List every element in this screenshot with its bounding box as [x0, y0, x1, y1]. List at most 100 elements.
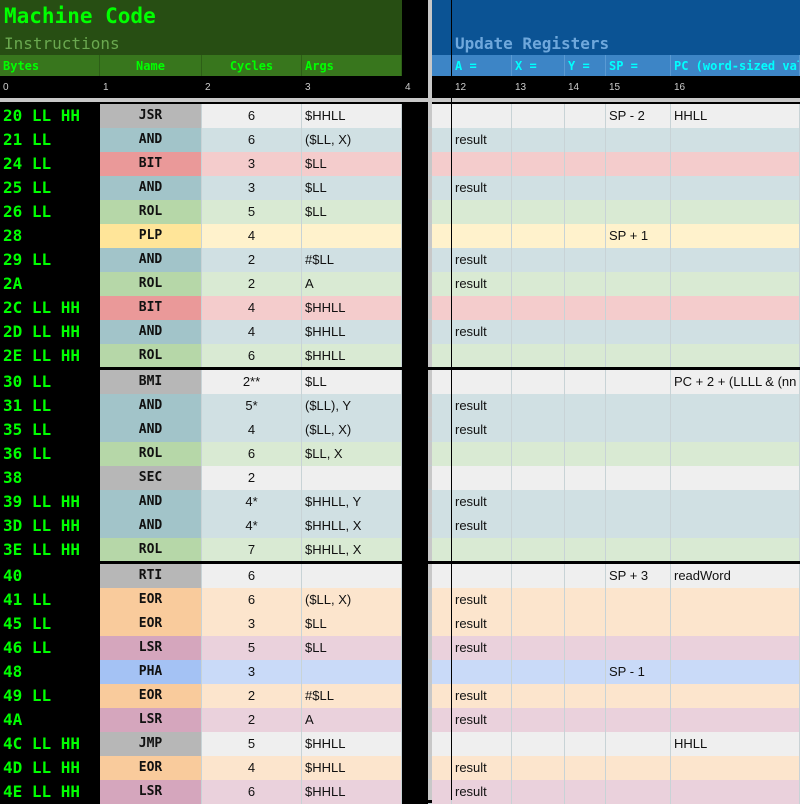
- spacer-cell[interactable]: [402, 684, 428, 708]
- bytes-cell[interactable]: 46 LL: [0, 636, 100, 660]
- cycles-cell[interactable]: 5*: [202, 394, 302, 418]
- pc-cell[interactable]: [671, 320, 800, 344]
- pc-cell[interactable]: [671, 296, 800, 320]
- bytes-cell[interactable]: 48: [0, 660, 100, 684]
- pc-cell[interactable]: [671, 708, 800, 732]
- y-cell[interactable]: [565, 128, 606, 152]
- pc-cell[interactable]: [671, 490, 800, 514]
- bytes-cell[interactable]: 39 LL HH: [0, 490, 100, 514]
- spacer-cell[interactable]: [402, 104, 428, 128]
- pc-cell[interactable]: PC + 2 + (LLLL & (nn: [671, 370, 800, 394]
- column-index[interactable]: 4: [405, 82, 411, 93]
- x-cell[interactable]: [512, 272, 565, 296]
- sp-cell[interactable]: [606, 344, 671, 368]
- x-cell[interactable]: [512, 732, 565, 756]
- y-cell[interactable]: [565, 490, 606, 514]
- bytes-cell[interactable]: 41 LL: [0, 588, 100, 612]
- x-cell[interactable]: [512, 708, 565, 732]
- spacer-cell[interactable]: [402, 176, 428, 200]
- a-cell[interactable]: result: [452, 612, 512, 636]
- y-cell[interactable]: [565, 442, 606, 466]
- blank-cell[interactable]: [432, 780, 452, 804]
- y-cell[interactable]: [565, 564, 606, 588]
- args-cell[interactable]: [302, 466, 402, 490]
- pc-cell[interactable]: [671, 538, 800, 562]
- pc-cell[interactable]: readWord: [671, 564, 800, 588]
- a-cell[interactable]: [452, 564, 512, 588]
- column-index[interactable]: 0: [3, 82, 9, 93]
- args-cell[interactable]: $LL: [302, 176, 402, 200]
- cycles-cell[interactable]: 2: [202, 684, 302, 708]
- col-header-x[interactable]: X =: [512, 55, 565, 76]
- blank-cell[interactable]: [432, 370, 452, 394]
- a-cell[interactable]: [452, 152, 512, 176]
- blank-cell[interactable]: [432, 466, 452, 490]
- a-cell[interactable]: result: [452, 176, 512, 200]
- bytes-cell[interactable]: 2A: [0, 272, 100, 296]
- sp-cell[interactable]: SP + 3: [606, 564, 671, 588]
- a-cell[interactable]: [452, 442, 512, 466]
- a-cell[interactable]: result: [452, 320, 512, 344]
- column-index[interactable]: 3: [305, 82, 311, 93]
- a-cell[interactable]: [452, 466, 512, 490]
- x-cell[interactable]: [512, 588, 565, 612]
- a-cell[interactable]: result: [452, 248, 512, 272]
- bytes-cell[interactable]: 40: [0, 564, 100, 588]
- y-cell[interactable]: [565, 296, 606, 320]
- column-index[interactable]: 1: [103, 82, 109, 93]
- pc-cell[interactable]: [671, 394, 800, 418]
- args-cell[interactable]: $HHLL, X: [302, 538, 402, 562]
- x-cell[interactable]: [512, 466, 565, 490]
- cycles-cell[interactable]: 4*: [202, 490, 302, 514]
- cycles-cell[interactable]: 2: [202, 466, 302, 490]
- bytes-cell[interactable]: 28: [0, 224, 100, 248]
- pc-cell[interactable]: [671, 466, 800, 490]
- args-cell[interactable]: ($LL, X): [302, 418, 402, 442]
- args-cell[interactable]: $LL, X: [302, 442, 402, 466]
- x-cell[interactable]: [512, 296, 565, 320]
- sp-cell[interactable]: [606, 708, 671, 732]
- sp-cell[interactable]: [606, 732, 671, 756]
- cycles-cell[interactable]: 6: [202, 344, 302, 368]
- bytes-cell[interactable]: 4D LL HH: [0, 756, 100, 780]
- cycles-cell[interactable]: 4: [202, 296, 302, 320]
- args-cell[interactable]: A: [302, 708, 402, 732]
- a-cell[interactable]: result: [452, 394, 512, 418]
- bytes-cell[interactable]: 30 LL: [0, 370, 100, 394]
- spacer-cell[interactable]: [402, 636, 428, 660]
- a-cell[interactable]: result: [452, 418, 512, 442]
- col-header-y[interactable]: Y =: [565, 55, 606, 76]
- args-cell[interactable]: $HHLL: [302, 780, 402, 804]
- y-cell[interactable]: [565, 320, 606, 344]
- sp-cell[interactable]: [606, 200, 671, 224]
- col-header-blank[interactable]: [432, 55, 452, 76]
- y-cell[interactable]: [565, 660, 606, 684]
- pc-cell[interactable]: [671, 200, 800, 224]
- cycles-cell[interactable]: 6: [202, 128, 302, 152]
- spacer-cell[interactable]: [402, 756, 428, 780]
- spacer-cell[interactable]: [402, 296, 428, 320]
- blank-cell[interactable]: [432, 588, 452, 612]
- name-cell[interactable]: BIT: [100, 296, 202, 320]
- name-cell[interactable]: LSR: [100, 636, 202, 660]
- sp-cell[interactable]: [606, 394, 671, 418]
- cycles-cell[interactable]: 5: [202, 200, 302, 224]
- a-cell[interactable]: result: [452, 514, 512, 538]
- x-cell[interactable]: [512, 128, 565, 152]
- a-cell[interactable]: result: [452, 588, 512, 612]
- x-cell[interactable]: [512, 200, 565, 224]
- args-cell[interactable]: $LL: [302, 636, 402, 660]
- spacer-cell[interactable]: [402, 320, 428, 344]
- y-cell[interactable]: [565, 370, 606, 394]
- name-cell[interactable]: BMI: [100, 370, 202, 394]
- x-cell[interactable]: [512, 684, 565, 708]
- y-cell[interactable]: [565, 394, 606, 418]
- bytes-cell[interactable]: 4A: [0, 708, 100, 732]
- blank-cell[interactable]: [432, 248, 452, 272]
- sp-cell[interactable]: [606, 248, 671, 272]
- column-index[interactable]: 15: [609, 82, 621, 93]
- args-cell[interactable]: $HHLL: [302, 732, 402, 756]
- name-cell[interactable]: AND: [100, 418, 202, 442]
- sp-cell[interactable]: [606, 684, 671, 708]
- blank-cell[interactable]: [432, 272, 452, 296]
